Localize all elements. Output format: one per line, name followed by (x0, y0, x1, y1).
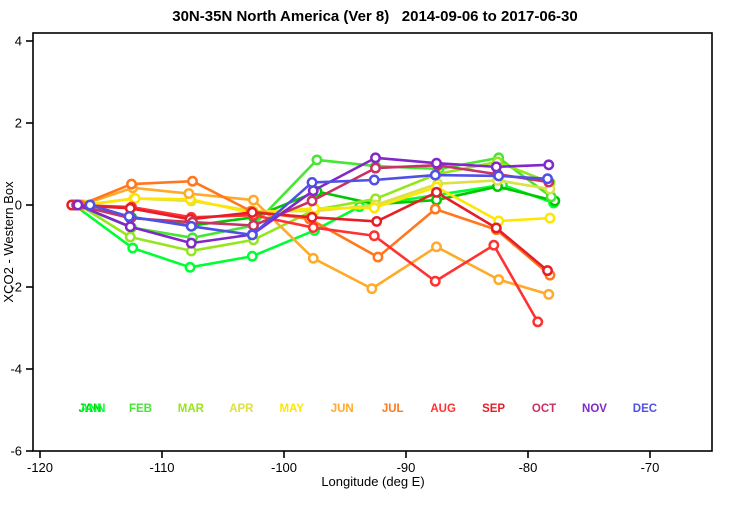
marker-sep (431, 186, 442, 198)
marker-dec (246, 229, 258, 241)
legend-mar: MAR (178, 403, 205, 415)
y-tick-label: 4 (15, 34, 22, 49)
marker-feb (311, 154, 323, 166)
marker-may (129, 192, 141, 204)
marker-dec (429, 169, 441, 181)
legend-dec: DEC (633, 403, 657, 415)
marker-aug (429, 275, 441, 287)
marker-jun (431, 241, 442, 253)
marker-ann (246, 250, 258, 262)
marker-oct (248, 220, 259, 231)
y-tick-label: 2 (15, 116, 22, 131)
marker-jul (187, 175, 198, 187)
marker-nov (543, 159, 555, 171)
marker-jun (366, 283, 378, 295)
plot-frame (32, 32, 713, 452)
legend-sep: SEP (482, 403, 505, 415)
marker-mar (124, 231, 136, 243)
marker-aug (488, 239, 500, 251)
legend-aug: AUG (430, 403, 456, 415)
y-tick-label: -4 (10, 362, 22, 377)
x-tick-label: -80 (519, 460, 538, 475)
legend-jul: JUL (382, 403, 404, 415)
x-tick-label: -70 (641, 460, 660, 475)
marker-nov (490, 161, 502, 173)
marker-may (368, 202, 380, 214)
marker-nov (431, 157, 442, 169)
marker-oct (306, 195, 318, 207)
axis-ticks: -120 -110 -100 -90 -80 -70 4 2 0 -2 -4 -6 (10, 34, 659, 476)
marker-jun (493, 274, 505, 286)
marker-dec (185, 220, 197, 232)
marker-jun (543, 288, 555, 300)
marker-sep (371, 215, 383, 227)
y-tick-label: -2 (10, 280, 22, 295)
marker-dec (306, 177, 318, 188)
chart-title: 30N-35N North America (Ver 8) 2014-09-06… (172, 8, 577, 25)
marker-jul (429, 203, 441, 215)
y-tick-label: -6 (10, 444, 22, 459)
marker-nov (72, 199, 84, 211)
plot-box (32, 32, 713, 452)
marker-oct (370, 162, 381, 174)
legend-jan: JAN (78, 403, 101, 415)
x-tick-label: -100 (271, 460, 297, 475)
marker-nov (185, 237, 197, 249)
marker-nov (124, 221, 136, 233)
marker-nov (370, 152, 381, 164)
marker-jun (307, 252, 319, 264)
marker-dec (542, 173, 553, 185)
legend-nov: NOV (582, 403, 607, 415)
marker-aug (368, 230, 380, 242)
x-axis-label: Longitude (deg E) (321, 474, 424, 489)
y-axis-label: XCO2 - Western Box (1, 181, 16, 303)
marker-dec (123, 211, 135, 222)
marker-ann (184, 261, 196, 273)
y-tick-label: 0 (15, 198, 22, 213)
marker-dec (368, 174, 380, 186)
legend-apr: APR (229, 403, 254, 415)
legend-may: MAY (280, 403, 305, 415)
marker-may (544, 212, 556, 224)
legend-jun: JUN (331, 403, 354, 415)
marker-ann (127, 242, 139, 254)
x-tick-label: -110 (149, 460, 174, 475)
marker-aug (307, 222, 319, 234)
marker-sep (306, 211, 318, 223)
marker-sep (490, 222, 502, 234)
marker-sep (542, 265, 553, 277)
marker-dec (84, 199, 96, 211)
legend-feb: FEB (129, 403, 152, 415)
marker-jun (248, 194, 259, 206)
marker-jul (126, 178, 137, 190)
marker-jun (183, 188, 195, 199)
marker-dec (493, 170, 505, 182)
data-series (66, 152, 561, 328)
series-line-ann (72, 183, 555, 269)
marker-sep (246, 206, 258, 218)
x-tick-label: -90 (397, 460, 416, 475)
x-tick-label: -120 (27, 460, 53, 475)
marker-aug (532, 316, 544, 328)
legend-oct: OCT (532, 403, 556, 415)
legend-ann: ANN (81, 403, 106, 415)
marker-jul (372, 251, 384, 263)
